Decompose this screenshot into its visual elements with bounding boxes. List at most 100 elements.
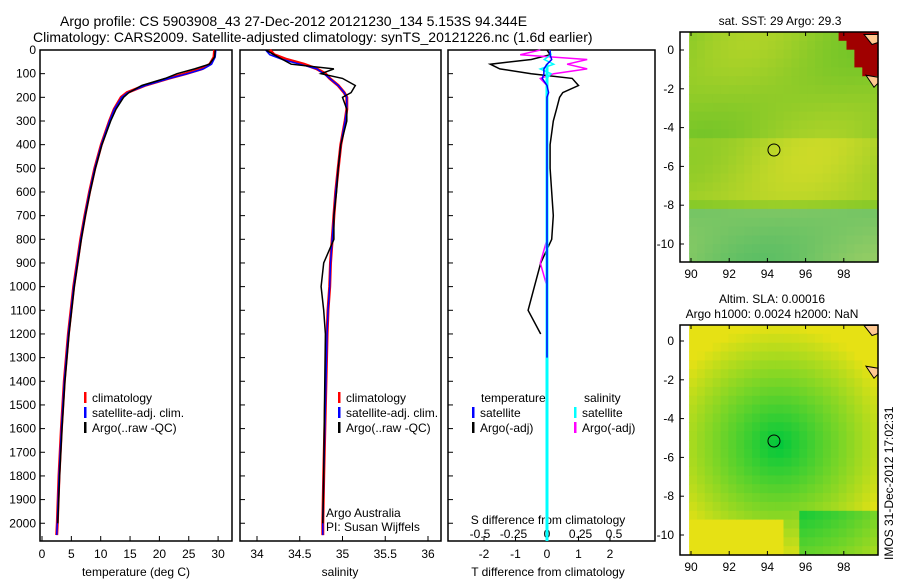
sst-map-cell: [736, 147, 745, 157]
sla-map-cell: [704, 519, 714, 529]
sst-map-cell: [744, 111, 753, 121]
sst-map-cell: [815, 85, 824, 95]
sla-map-cell: [799, 431, 808, 441]
sst-map-cell: [807, 32, 816, 42]
sst-map-cell: [838, 138, 848, 148]
sst-map-cell: [838, 253, 848, 263]
sst-map-cell: [775, 182, 785, 192]
sst-map-cell: [854, 129, 863, 139]
sst-map-cell: [822, 40, 832, 51]
sst-map-cell: [759, 200, 769, 210]
sla-map-cell: [775, 510, 785, 521]
sla-map-cell: [791, 369, 800, 379]
sst-map-cell: [704, 253, 714, 263]
sst-map-cell: [712, 191, 722, 201]
sla-map-cell: [728, 333, 737, 344]
sla-map-cell: [854, 360, 863, 370]
sst-map-cell: [822, 217, 832, 228]
salinity-tick-label: 36: [421, 547, 435, 561]
sla-map-cell: [767, 457, 777, 468]
sla-map-cell: [807, 484, 816, 494]
sst-map-cell: [854, 182, 863, 192]
sla-map-cell: [822, 510, 832, 521]
sla-map-cell: [791, 431, 800, 441]
sla-map-cell: [767, 448, 777, 459]
sst-map-cell: [830, 102, 840, 113]
sla-map-cell: [783, 360, 792, 370]
sla-map-cell: [862, 351, 871, 361]
sla-map-cell: [870, 333, 879, 344]
sla-map-cell: [807, 466, 816, 476]
sla-map-cell: [720, 519, 730, 529]
sla-map-cell: [791, 395, 800, 406]
sst-map-cell: [759, 32, 769, 42]
sla-map-cell: [744, 386, 753, 397]
sla-map-cell: [704, 431, 714, 441]
sla-map-cell: [870, 510, 879, 521]
sst-map-cell: [870, 120, 879, 130]
sst-map-cell: [720, 49, 730, 60]
sst-map-cell: [704, 182, 714, 192]
y-tick-label: 1400: [9, 374, 36, 388]
sla-map-cell: [697, 351, 706, 361]
sla-map-cell: [854, 440, 863, 450]
sla-map-cell: [838, 457, 848, 468]
sla-map-cell: [799, 528, 808, 538]
sla-map-cell: [854, 378, 863, 388]
sst-map-cell: [689, 253, 698, 263]
sst-map-cell: [807, 67, 816, 77]
sst-map-cell: [862, 235, 871, 245]
sst-map-cell: [736, 76, 745, 86]
legend-swatch: [574, 422, 577, 433]
sst-map-cell: [736, 235, 745, 245]
sst-map-cell: [846, 32, 855, 42]
sla-map-cell: [775, 431, 785, 441]
salinity-tick-label: 35.5: [374, 547, 398, 561]
sla-map-cell: [736, 369, 745, 379]
sst-map-cell: [807, 191, 816, 201]
sla-map-cell: [712, 484, 722, 494]
sla-map-cell: [862, 537, 871, 547]
sla-map-cell: [712, 342, 722, 353]
sst-map-cell: [712, 120, 722, 130]
sla-map-cell: [720, 395, 730, 406]
sla-map-cell: [775, 493, 785, 503]
sla-map-cell: [736, 528, 745, 538]
sla-map-cell: [720, 413, 730, 423]
sla-map-cell: [759, 510, 769, 521]
sla-map-cell: [759, 395, 769, 406]
sst-map-cell: [704, 76, 714, 86]
sla-map-cell: [728, 484, 737, 494]
temperature-series-2: [57, 49, 216, 524]
sst-map-cell: [752, 164, 761, 175]
sla-map-cell: [807, 457, 816, 468]
sst-map-cell: [689, 155, 698, 166]
sla-map-cell: [704, 448, 714, 459]
t-diff-tick-label: -1: [510, 547, 521, 561]
sla-map-cell: [807, 342, 816, 353]
sla-map-cell: [744, 378, 753, 388]
sla-map-cell: [791, 484, 800, 494]
sla-map-cell: [689, 431, 698, 441]
sla-map-cell: [775, 466, 785, 476]
sst-map-cell: [720, 226, 730, 236]
sla-map-cell: [712, 351, 722, 361]
sla-map-cell: [752, 422, 761, 432]
sla-map-cell: [846, 519, 855, 529]
sst-map-cell: [689, 120, 698, 130]
sla-map-cell: [830, 493, 840, 503]
sst-map-cell: [759, 76, 769, 86]
sla-map-cell: [712, 395, 722, 406]
sst-map-cell: [815, 253, 824, 263]
sla-map-cell: [767, 510, 777, 521]
sla-map-cell: [759, 501, 769, 512]
y-tick-label: 400: [16, 138, 36, 152]
sla-map-cell: [759, 413, 769, 423]
sla-map-cell: [736, 457, 745, 468]
sla-map-cell: [846, 378, 855, 388]
sla-map-cell: [752, 537, 761, 547]
sst-map-cell: [712, 49, 722, 60]
sst-map-cell: [854, 164, 863, 175]
sst-map-cell: [720, 217, 730, 228]
